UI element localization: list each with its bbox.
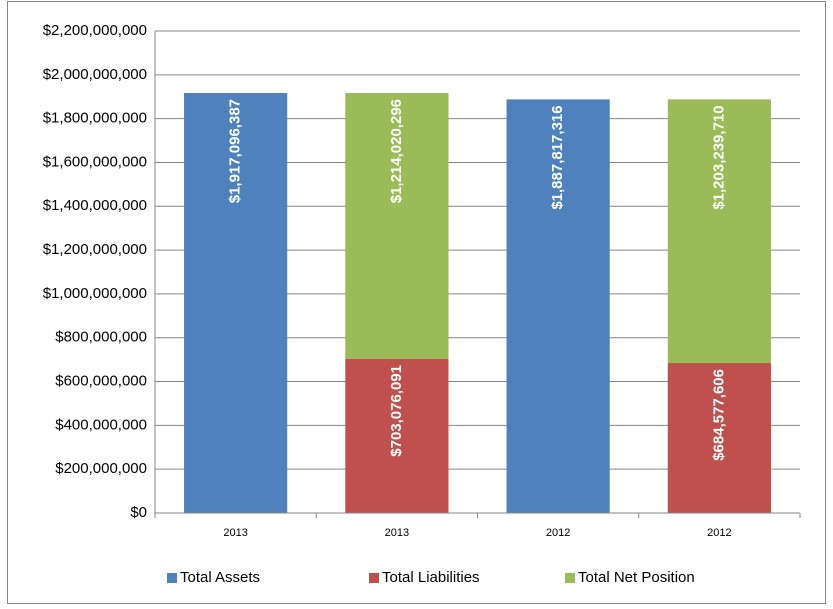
y-tick-label: $1,000,000,000 [43, 285, 147, 302]
legend-swatch [565, 573, 575, 583]
data-label: $1,887,817,316 [549, 105, 566, 209]
y-tick-label: $600,000,000 [55, 373, 147, 390]
legend-label: Total Liabilities [382, 569, 480, 586]
y-tick-label: $0 [130, 504, 147, 521]
y-tick-label: $2,200,000,000 [43, 22, 147, 39]
legend-label: Total Net Position [578, 569, 695, 586]
data-label: $703,076,091 [388, 365, 405, 457]
legend-swatch [369, 573, 379, 583]
y-tick-label: $1,200,000,000 [43, 241, 147, 258]
x-tick-label: 2012 [546, 527, 570, 539]
bar-segment [667, 99, 771, 364]
data-label: $1,917,096,387 [227, 99, 244, 203]
x-tick-label: 2013 [385, 527, 409, 539]
bar-segment [184, 92, 288, 513]
y-tick-label: $1,600,000,000 [43, 153, 147, 170]
data-label: $1,214,020,296 [388, 99, 405, 203]
y-tick-label: $2,000,000,000 [43, 66, 147, 83]
bar-segment [345, 92, 449, 359]
x-tick-label: 2012 [707, 527, 731, 539]
y-tick-label: $400,000,000 [55, 416, 147, 433]
bar-segment [345, 358, 449, 513]
bar-segment [667, 363, 771, 513]
y-tick-label: $1,400,000,000 [43, 197, 147, 214]
bar-segment [506, 99, 610, 513]
data-label: $1,203,239,710 [710, 105, 727, 209]
legend-swatch [167, 573, 177, 583]
y-tick-label: $1,800,000,000 [43, 110, 147, 127]
y-tick-label: $200,000,000 [55, 460, 147, 477]
data-label: $684,577,606 [710, 369, 727, 461]
y-tick-label: $800,000,000 [55, 329, 147, 346]
x-tick-label: 2013 [223, 527, 247, 539]
legend-label: Total Assets [180, 569, 260, 586]
